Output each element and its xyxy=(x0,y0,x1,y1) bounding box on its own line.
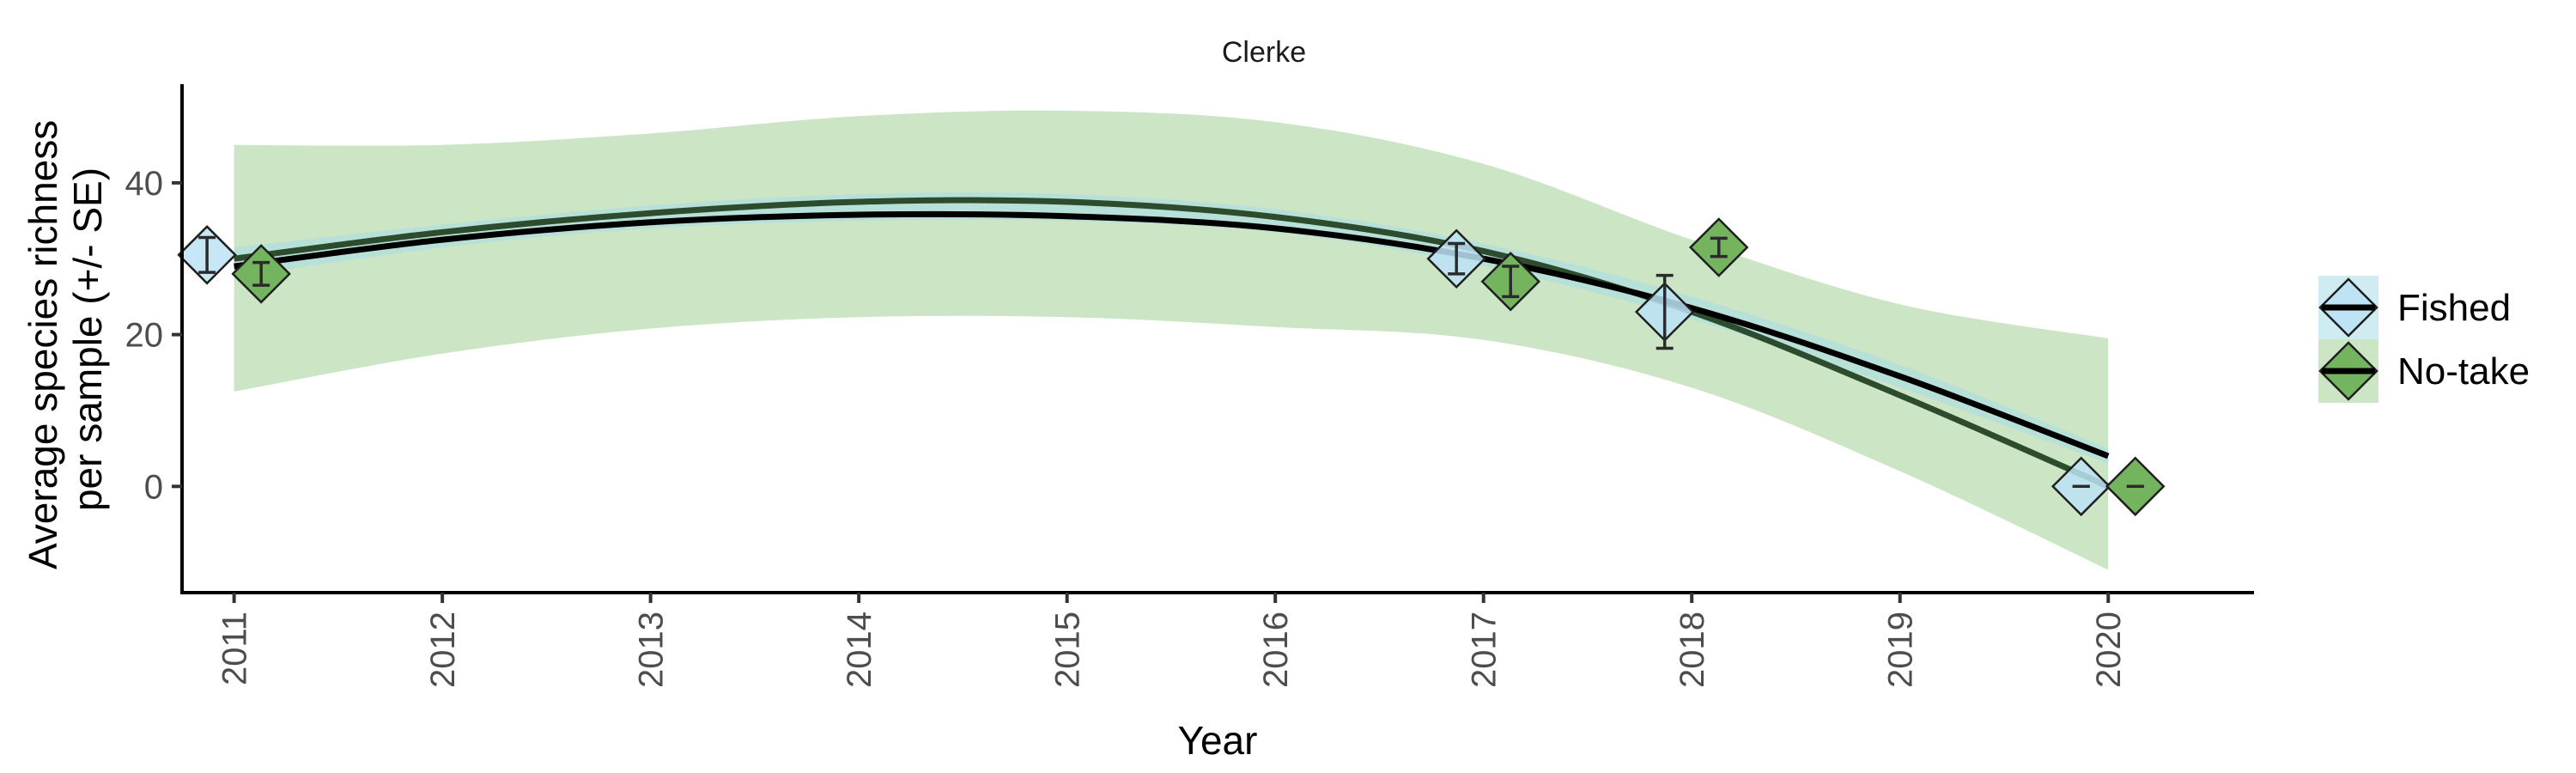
legend-label: No-take xyxy=(2397,350,2530,393)
point-no-take-2017 xyxy=(1480,251,1540,312)
x-tick-label: 2017 xyxy=(1466,612,1504,688)
point-no-take-2011 xyxy=(231,244,291,304)
y-tick-label: 40 xyxy=(125,165,164,203)
trend-layer xyxy=(234,197,2110,490)
y-axis-title-line-2: per sample (+/- SE) xyxy=(65,167,110,511)
legend: Fished No-take xyxy=(2318,276,2530,403)
point-fished-2011 xyxy=(177,225,237,285)
legend-label: Fished xyxy=(2397,287,2511,329)
y-axis-ticks: 0 20 40 xyxy=(125,165,182,506)
error-bar xyxy=(1448,241,1466,276)
x-tick-label: 2016 xyxy=(1257,612,1295,688)
error-bar xyxy=(1710,236,1728,259)
y-axis-title: Average species richness per sample (+/-… xyxy=(21,109,110,569)
point-fished-2017 xyxy=(1426,228,1486,289)
x-tick-label: 2018 xyxy=(1674,612,1711,688)
x-tick-label: 2020 xyxy=(2090,612,2128,688)
x-axis-title: Year xyxy=(1178,718,1258,763)
error-bar xyxy=(252,260,270,287)
x-tick-label: 2011 xyxy=(216,612,254,685)
x-tick-label: 2012 xyxy=(424,612,462,688)
panel-title: Clerke xyxy=(1222,36,1306,69)
error-bar xyxy=(1656,273,1674,350)
x-tick-label: 2013 xyxy=(633,612,671,688)
point-no-take-2020 xyxy=(2105,456,2166,517)
legend-item-fished: Fished xyxy=(2318,276,2511,339)
legend-item-no-take: No-take xyxy=(2318,339,2530,403)
ribbon-layer xyxy=(234,110,2109,570)
y-tick-label: 0 xyxy=(144,468,163,506)
y-axis-title-line-1: Average species richness xyxy=(21,120,65,569)
point-no-take-2018 xyxy=(1688,217,1749,277)
point-fished-2020 xyxy=(2050,456,2111,517)
trend-line-no-take xyxy=(234,197,2110,490)
trend-line-fished xyxy=(234,210,2110,460)
x-axis-ticks: 2011 2012 2013 2014 2015 2016 2017 2018 2019 2020 xyxy=(216,593,2128,688)
x-tick-label: 2014 xyxy=(841,612,878,688)
x-tick-label: 2015 xyxy=(1049,612,1087,688)
error-bar xyxy=(198,235,216,274)
point-fished-2018 xyxy=(1634,273,1695,350)
y-tick-label: 20 xyxy=(125,317,164,355)
error-bar xyxy=(1502,265,1520,299)
x-tick-label: 2019 xyxy=(1882,612,1920,688)
points-layer xyxy=(177,217,2166,517)
